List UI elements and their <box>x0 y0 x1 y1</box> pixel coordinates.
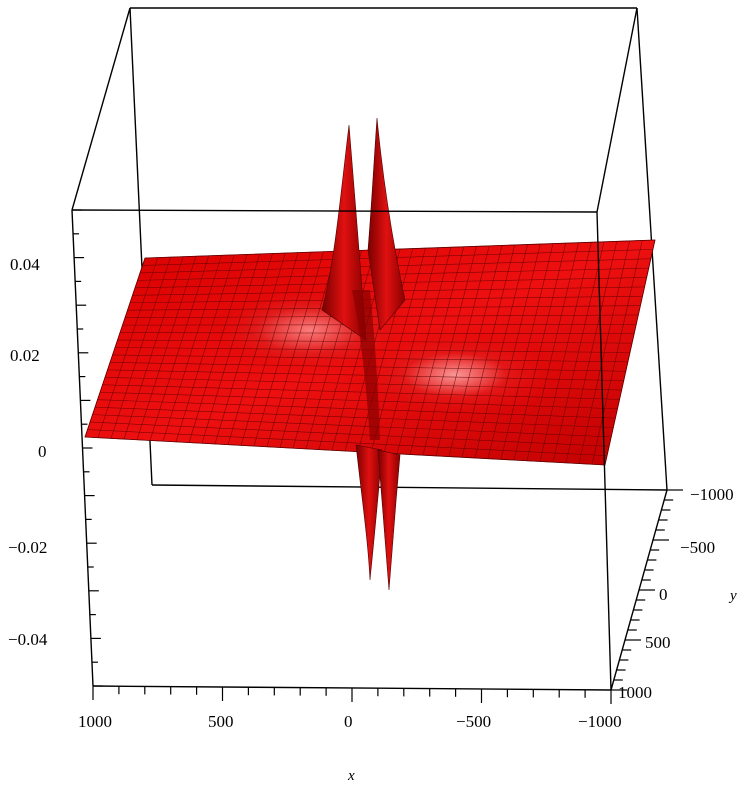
mesh-line <box>102 384 620 400</box>
x-tick-label: 0 <box>344 712 353 731</box>
mesh-line <box>84 436 606 466</box>
z-tick-label: −0.04 <box>8 630 48 649</box>
surface-mesh <box>84 239 656 466</box>
spike-left-up <box>321 124 367 341</box>
y-axis-title: y <box>728 588 737 604</box>
x-axis-labels: 1000 500 0 −500 −1000 x <box>78 712 622 784</box>
surface-dip-right <box>340 327 570 423</box>
y-tick-label: 500 <box>645 633 671 652</box>
z-tick-label: −0.02 <box>8 538 47 557</box>
spike-right-up <box>367 117 406 331</box>
x-tick-label: −500 <box>456 712 491 731</box>
z-tick-label: 0.04 <box>10 255 40 274</box>
x-tick-label: −1000 <box>578 712 622 731</box>
mesh-line <box>97 399 616 419</box>
z-axis-labels: 0.04 0.02 0 −0.02 −0.04 <box>8 255 48 649</box>
mesh-line <box>89 421 610 447</box>
x-tick-label: 1000 <box>78 712 112 731</box>
spike-right-down <box>377 449 401 591</box>
axis-ticks <box>72 209 683 704</box>
mesh-line <box>94 406 614 428</box>
y-axis-labels: −1000 −500 0 500 1000 y <box>618 485 737 702</box>
mesh-line <box>144 239 656 259</box>
x-tick-label: 500 <box>208 712 234 731</box>
z-tick-label: 0 <box>38 442 47 461</box>
y-tick-label: −500 <box>680 538 715 557</box>
y-tick-label: 1000 <box>618 683 652 702</box>
ridge-shadow <box>352 290 380 440</box>
mesh-line <box>87 429 608 456</box>
mesh-line <box>119 332 635 335</box>
z-tick-label: 0.02 <box>10 346 40 365</box>
mesh-line <box>117 339 633 344</box>
y-tick-label: 0 <box>659 585 668 604</box>
mesh-line <box>142 249 653 266</box>
x-axis-title: x <box>347 768 355 784</box>
y-tick-label: −1000 <box>690 485 734 504</box>
spike-left-down <box>355 444 383 581</box>
mesh-line <box>104 377 622 391</box>
mesh-line <box>99 391 618 410</box>
spikes <box>321 117 406 591</box>
mesh-line <box>92 414 612 438</box>
